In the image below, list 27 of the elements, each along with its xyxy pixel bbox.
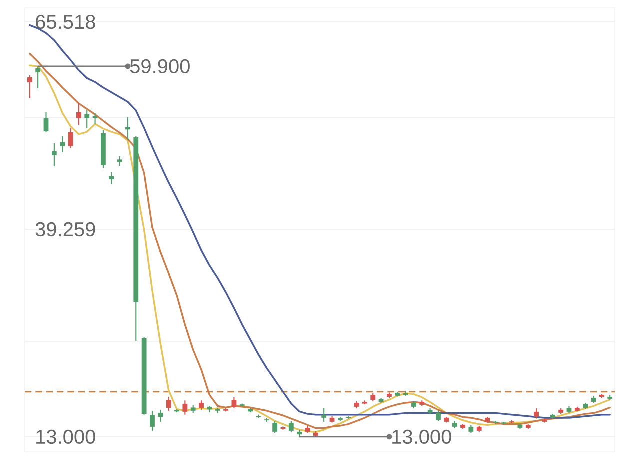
candlestick (232, 396, 237, 410)
candlestick (166, 396, 172, 412)
candlestick (322, 407, 327, 422)
candlestick (52, 142, 57, 167)
candlestick (117, 156, 122, 167)
candlestick (158, 409, 164, 422)
annotation: 59.900 (130, 59, 190, 74)
annotation: 13.000 (392, 430, 452, 444)
candlestick (36, 66, 41, 89)
y-tick-label: 65.518 (36, 14, 96, 30)
candlestick (92, 112, 98, 125)
candlestick (76, 102, 82, 126)
candlestick (27, 74, 32, 99)
candlestick (109, 172, 114, 185)
y-tick-label: 39.259 (36, 222, 96, 237)
candlestick (182, 400, 188, 416)
candlestick (68, 128, 74, 149)
candlestick (60, 136, 66, 153)
candlestick (150, 410, 155, 432)
candlestick (436, 410, 441, 422)
candlestick (534, 408, 540, 420)
candlestick (199, 400, 204, 411)
candlestick (272, 420, 278, 434)
candlestick (288, 420, 294, 433)
y-tick-label: 13.000 (36, 430, 96, 444)
candlestick (84, 110, 90, 129)
candlestick (44, 112, 49, 133)
